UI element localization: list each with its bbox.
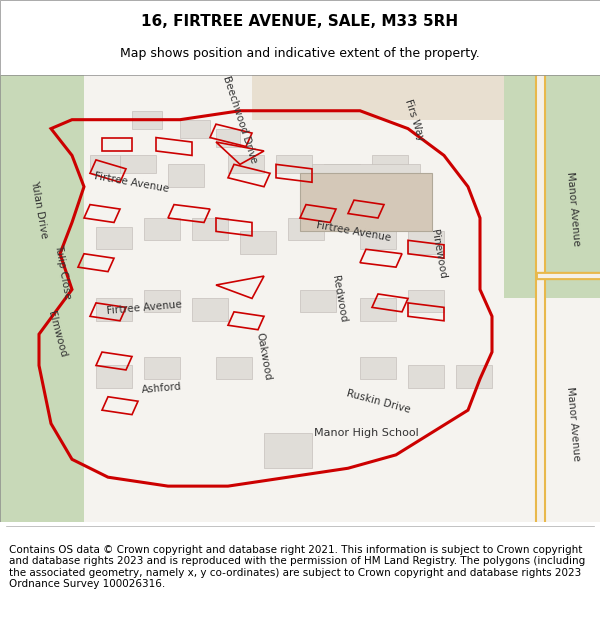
Polygon shape [96, 366, 132, 388]
Text: Pinewood: Pinewood [429, 228, 447, 279]
Polygon shape [168, 164, 204, 187]
Text: Firtree Avenue: Firtree Avenue [106, 299, 182, 316]
Text: Firtree Avenue: Firtree Avenue [316, 220, 392, 243]
Text: Ruskin Drive: Ruskin Drive [345, 388, 411, 414]
Polygon shape [504, 75, 600, 298]
Polygon shape [288, 218, 324, 241]
Polygon shape [252, 75, 504, 120]
Text: Firtree Avenue: Firtree Avenue [94, 171, 170, 194]
Polygon shape [84, 75, 504, 522]
Polygon shape [96, 227, 132, 249]
Polygon shape [0, 75, 84, 522]
Polygon shape [408, 366, 444, 388]
Text: Manor Avenue: Manor Avenue [565, 171, 581, 247]
Polygon shape [360, 356, 396, 379]
Polygon shape [360, 298, 396, 321]
Polygon shape [300, 173, 432, 231]
Polygon shape [216, 356, 252, 379]
Polygon shape [144, 356, 180, 379]
Text: 16, FIRTREE AVENUE, SALE, M33 5RH: 16, FIRTREE AVENUE, SALE, M33 5RH [142, 14, 458, 29]
Polygon shape [276, 156, 312, 173]
Polygon shape [300, 289, 336, 312]
Text: Beechwood Drive: Beechwood Drive [221, 75, 259, 164]
Polygon shape [240, 75, 492, 468]
Text: Ashford: Ashford [142, 381, 182, 394]
Polygon shape [228, 156, 264, 173]
Polygon shape [180, 120, 210, 138]
Polygon shape [240, 231, 276, 254]
Polygon shape [144, 218, 180, 241]
Polygon shape [324, 164, 360, 187]
Text: Firs Way: Firs Way [403, 98, 425, 142]
Polygon shape [96, 298, 132, 321]
Text: Yulan Drive: Yulan Drive [29, 179, 49, 239]
Polygon shape [312, 164, 420, 209]
Text: Tulip Close: Tulip Close [53, 243, 73, 300]
Polygon shape [132, 111, 162, 129]
Polygon shape [456, 366, 492, 388]
Text: Map shows position and indicative extent of the property.: Map shows position and indicative extent… [120, 48, 480, 61]
Polygon shape [144, 289, 180, 312]
Polygon shape [192, 298, 228, 321]
Text: Oakwood: Oakwood [255, 332, 273, 381]
Polygon shape [408, 231, 444, 254]
Text: Redwood: Redwood [330, 274, 348, 322]
Polygon shape [120, 156, 156, 173]
Text: Elmwood: Elmwood [46, 310, 68, 358]
Polygon shape [360, 227, 396, 249]
Polygon shape [264, 432, 312, 468]
Polygon shape [216, 129, 240, 146]
Polygon shape [408, 289, 444, 312]
Text: Manor High School: Manor High School [314, 428, 418, 438]
Polygon shape [192, 218, 228, 241]
Text: Contains OS data © Crown copyright and database right 2021. This information is : Contains OS data © Crown copyright and d… [9, 544, 585, 589]
Text: Manor Avenue: Manor Avenue [565, 386, 581, 461]
Polygon shape [0, 75, 192, 522]
Polygon shape [372, 156, 408, 178]
Polygon shape [90, 156, 120, 173]
